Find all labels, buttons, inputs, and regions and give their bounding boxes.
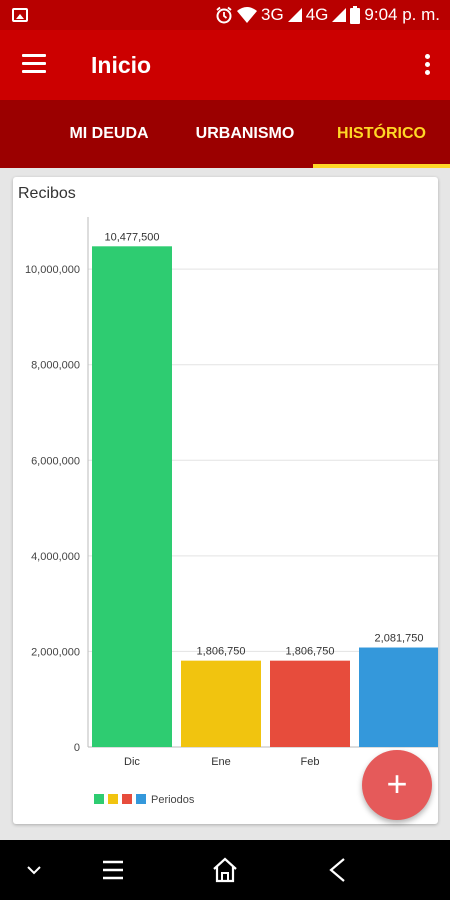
status-bar: 3G 4G 9:04 p. m. <box>0 0 450 30</box>
home-icon[interactable] <box>205 854 245 886</box>
legend-swatch <box>108 794 118 804</box>
bar-value-label: 2,081,750 <box>375 633 424 645</box>
legend-swatch <box>122 794 132 804</box>
signal-3g-icon <box>287 8 302 22</box>
tab-mi-deuda[interactable]: MI DEUDA <box>69 125 149 142</box>
status-time: 9:04 p. m. <box>364 5 440 24</box>
x-tick-label: Feb <box>301 756 320 768</box>
y-tick-label: 10,000,000 <box>25 264 80 276</box>
page-title: Inicio <box>91 52 152 78</box>
network-4g-label: 4G <box>305 5 329 24</box>
hamburger-menu-icon[interactable] <box>22 54 48 74</box>
more-vert-icon[interactable] <box>422 54 432 78</box>
y-tick-label: 6,000,000 <box>31 455 80 467</box>
network-3g-label: 3G <box>261 5 284 24</box>
navigation-bar <box>0 840 450 900</box>
bar-value-label: 10,477,500 <box>104 231 159 243</box>
tab-historico[interactable]: HISTÓRICO <box>337 125 426 142</box>
status-icons: 3G 4G 9:04 p. m. <box>215 4 440 26</box>
bar-value-label: 1,806,750 <box>286 646 335 658</box>
image-icon <box>12 8 28 22</box>
alarm-icon <box>216 6 232 24</box>
y-tick-label: 8,000,000 <box>31 360 80 372</box>
legend-swatch <box>94 794 104 804</box>
chart-card: 0 2,000,000 4,000,000 6,000,000 8,000,000 10,… <box>13 177 438 824</box>
x-tick-label: Ene <box>211 756 231 768</box>
bar-dic <box>92 246 172 748</box>
wifi-icon <box>237 7 258 23</box>
y-tick-label: 0 <box>74 742 80 754</box>
x-tick-label: Dic <box>124 756 140 768</box>
y-tick-label: 4,000,000 <box>31 551 80 563</box>
back-icon[interactable] <box>317 854 357 886</box>
chart-title: Recibos <box>18 185 76 202</box>
legend-swatch <box>136 794 146 804</box>
battery-icon <box>350 6 361 24</box>
recent-apps-icon[interactable] <box>93 854 133 886</box>
signal-4g-icon <box>332 8 347 22</box>
bar-mar <box>359 647 438 747</box>
bar-value-label: 1,806,750 <box>197 646 246 658</box>
bar-ene <box>181 660 261 747</box>
legend-label: Periodos <box>151 794 195 806</box>
add-button[interactable]: + <box>362 750 432 820</box>
app-bar: Inicio <box>0 30 450 100</box>
bar-chart: 0 2,000,000 4,000,000 6,000,000 8,000,000 10,… <box>25 217 438 806</box>
active-tab-indicator <box>313 164 450 168</box>
y-tick-label: 2,000,000 <box>31 646 80 658</box>
tab-bar: MI DEUDA URBANISMO HISTÓRICO <box>0 100 450 168</box>
tab-urbanismo[interactable]: URBANISMO <box>195 125 295 142</box>
bar-feb <box>270 660 350 747</box>
chevron-down-icon[interactable] <box>14 854 54 886</box>
